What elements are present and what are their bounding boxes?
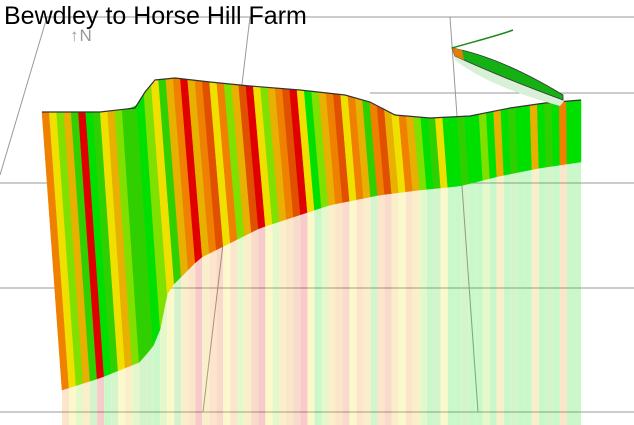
reflection-strip (181, 269, 189, 425)
reflection-strip (356, 198, 364, 425)
profile-strips (41, 77, 582, 391)
reflection-strip (125, 365, 133, 425)
reflection-strip (209, 249, 217, 425)
reflection-strip (377, 194, 385, 425)
reflection-strip (349, 199, 357, 425)
reflection-strip (454, 185, 462, 425)
reflection-strip (223, 242, 231, 425)
reflection-strip (167, 283, 175, 425)
reflection-strip (412, 190, 420, 425)
reflection-strip (174, 276, 182, 425)
reflection-strip (258, 226, 266, 425)
reflection-strip (496, 175, 504, 425)
reflection-strip (517, 171, 525, 425)
reflection-strip (503, 173, 511, 425)
reflection-strip (202, 253, 210, 425)
reflection-strip (104, 373, 112, 425)
reflection-strip (370, 195, 378, 425)
profile-strip (566, 100, 575, 165)
reflection-strip (111, 370, 119, 425)
reflection-strip (314, 207, 322, 425)
route-ribbon (451, 47, 564, 101)
reflection-strip (237, 235, 245, 425)
reflection-strip (559, 164, 567, 425)
reflection-strip (475, 180, 483, 425)
reflection-strip (531, 168, 539, 425)
reflection-strip (552, 165, 560, 425)
reflection-strip (489, 176, 497, 425)
reflection-strip (391, 192, 399, 425)
reflection-strip (139, 354, 147, 425)
reflection-strip (433, 187, 441, 425)
reflection-strip (279, 219, 287, 425)
profile-strip (573, 99, 582, 164)
reflection-strip (76, 383, 84, 425)
reflection-strip (461, 183, 469, 425)
reflection-strip (328, 203, 336, 425)
reflection-strip (230, 239, 238, 425)
overview-route (451, 29, 565, 106)
reflection-strip (363, 196, 371, 425)
route-start-segment (452, 48, 464, 60)
reflection-strip (573, 162, 581, 425)
grid-line (449, 16, 479, 413)
reflection-strip (566, 163, 574, 425)
reflection-strip (244, 232, 252, 425)
reflection-strip (251, 228, 259, 425)
profile-strip (558, 100, 568, 166)
reflection-strip (286, 217, 294, 425)
reflection-strip (160, 293, 168, 425)
reflection-strip (293, 214, 301, 425)
reflection-strip (118, 367, 126, 425)
reflection-strip (146, 345, 154, 425)
reflection-strip (426, 188, 434, 425)
reflection-strip (398, 191, 406, 425)
reflection-strip (69, 385, 77, 425)
reflection-strip (384, 193, 392, 425)
reflection-strip (83, 381, 91, 425)
reflection-strip (300, 212, 308, 425)
reflection-strip (335, 202, 343, 425)
page-title: Bewdley to Horse Hill Farm (4, 2, 307, 30)
reflection-strip (97, 376, 105, 425)
reflection-strip (195, 256, 203, 425)
reflection-strip (62, 387, 70, 425)
reflection-strip (538, 167, 546, 425)
north-arrow-icon: ↑N (70, 26, 93, 45)
route-line (451, 29, 514, 49)
profile-reflection (62, 162, 581, 425)
reflection-strip (132, 362, 140, 425)
reflection-strip (419, 189, 427, 425)
reflection-strip (440, 187, 448, 425)
profile-strip (544, 102, 554, 168)
reflection-strip (265, 223, 273, 425)
reflection-strip (342, 201, 350, 425)
reflection-strip (524, 169, 532, 425)
reflection-strip (90, 378, 98, 425)
reflection-strip (307, 210, 315, 425)
reflection-strip (510, 172, 518, 425)
reflection-strip (216, 246, 224, 425)
reflection-strip (482, 178, 490, 425)
reflection-strip (188, 262, 196, 425)
reflection-strip (272, 221, 280, 425)
reflection-strip (153, 329, 161, 425)
reflection-strip (447, 186, 455, 425)
reflection-strip (405, 190, 413, 425)
profile-strip (551, 101, 561, 167)
reflection-strip (321, 205, 329, 425)
profile-top-outline (42, 77, 582, 119)
grid-line (0, 16, 48, 176)
reflection-strip (545, 166, 553, 425)
reflection-strip (468, 182, 476, 425)
